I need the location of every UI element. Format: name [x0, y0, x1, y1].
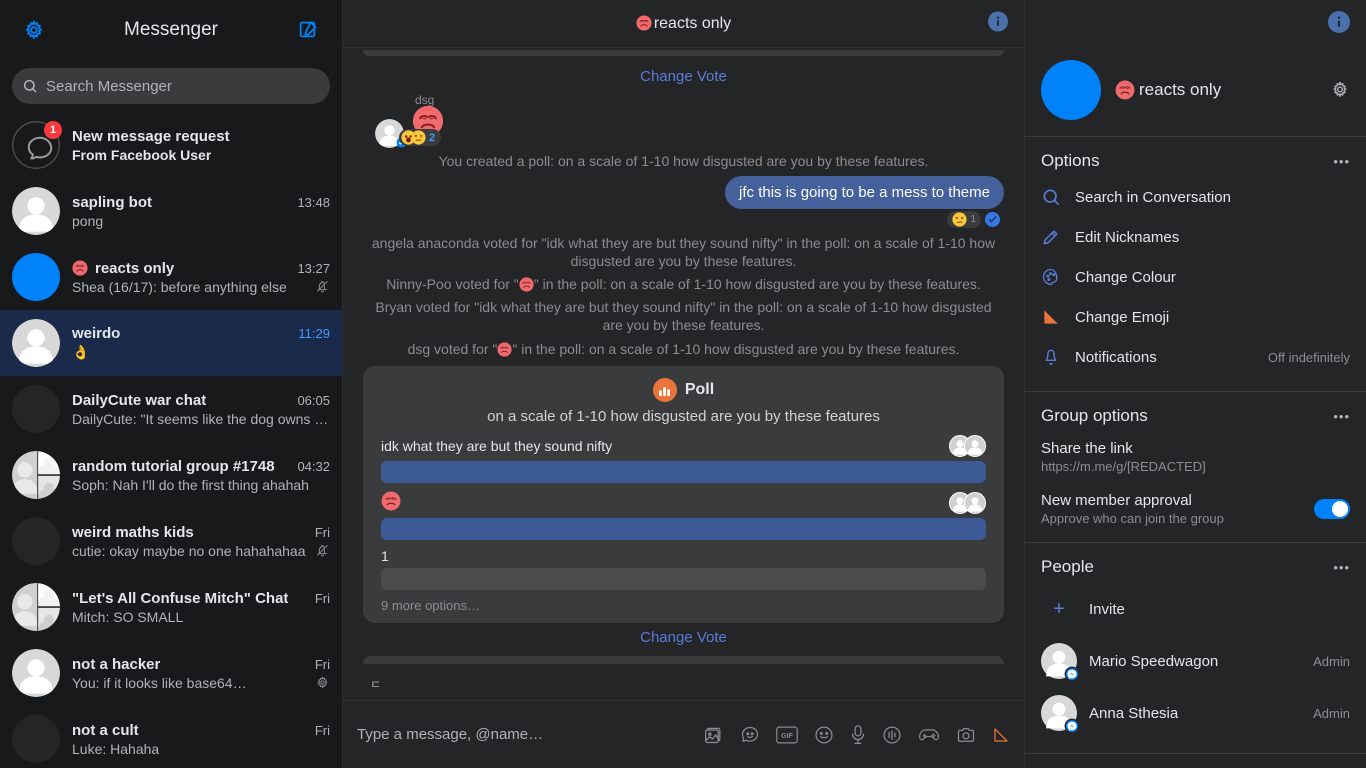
svg-text:GIF: GIF: [781, 733, 793, 740]
